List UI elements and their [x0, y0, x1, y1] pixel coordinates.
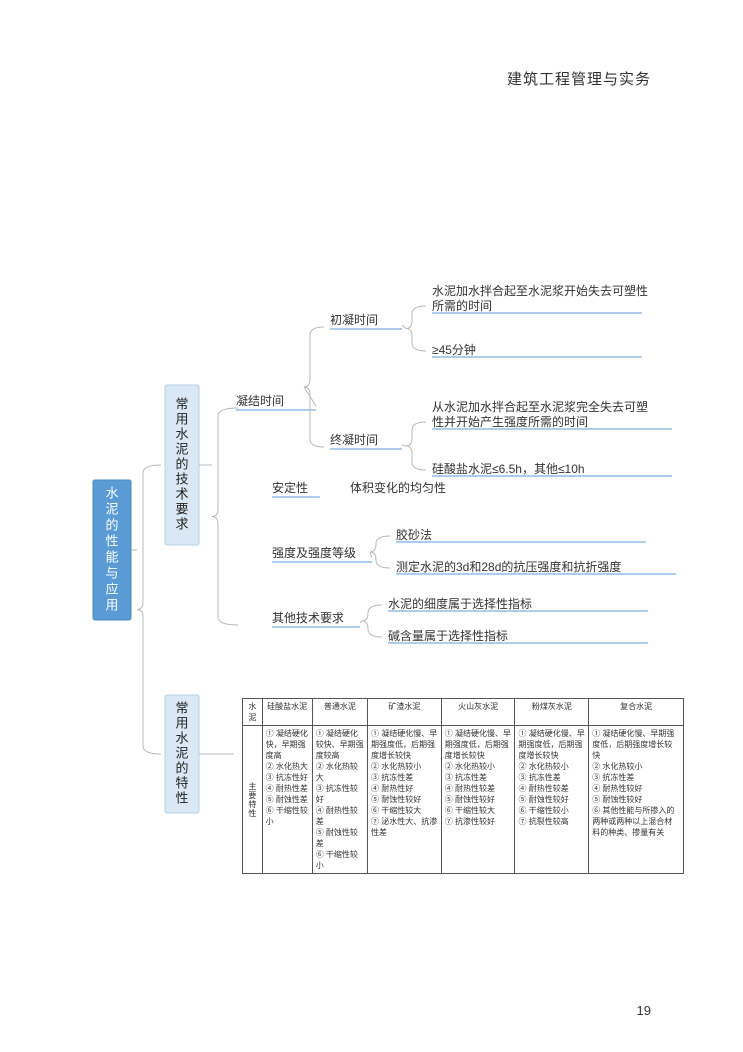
- table-header: 复合水泥: [589, 699, 684, 726]
- table-header: 矿渣水泥: [368, 699, 442, 726]
- svg-text:用: 用: [175, 715, 188, 730]
- svg-text:特: 特: [175, 775, 188, 790]
- svg-text:体积变化的均匀性: 体积变化的均匀性: [350, 480, 446, 495]
- svg-text:水: 水: [105, 485, 118, 500]
- svg-text:性: 性: [175, 790, 188, 805]
- table-cell: ① 凝结硬化慢、早期强度低，后期强度增长较快② 水化热较小③ 抗冻性差④ 耐热性…: [589, 726, 684, 874]
- svg-text:强度及强度等级: 强度及强度等级: [272, 545, 356, 560]
- svg-text:术: 术: [175, 486, 188, 501]
- svg-text:终凝时间: 终凝时间: [330, 432, 378, 447]
- svg-text:凝结时间: 凝结时间: [236, 393, 284, 408]
- svg-text:水: 水: [175, 426, 188, 441]
- svg-text:常: 常: [175, 700, 188, 715]
- table-cell: ① 凝结硬化慢、早期强度低，后期强度增长较快② 水化热较小③ 抗冻性差④ 耐热性…: [368, 726, 442, 874]
- svg-text:碱含量属于选择性指标: 碱含量属于选择性指标: [388, 628, 508, 643]
- table-cell: ① 凝结硬化快，早期强度高② 水化热大③ 抗冻性好④ 耐热性差⑤ 耐蚀性差⑥ 干…: [262, 726, 312, 874]
- svg-text:用: 用: [175, 411, 188, 426]
- table-cell: ① 凝结硬化较快、早期强度较高② 水化热较大③ 抗冻性较好④ 耐热性较差⑤ 耐蚀…: [312, 726, 367, 874]
- cement-characteristics-table: 水泥硅酸盐水泥普通水泥矿渣水泥火山灰水泥粉煤灰水泥复合水泥主要特性① 凝结硬化快…: [242, 698, 684, 874]
- svg-text:胶砂法: 胶砂法: [396, 527, 432, 542]
- svg-text:泥: 泥: [105, 501, 118, 516]
- svg-text:求: 求: [175, 516, 188, 531]
- svg-text:所需的时间: 所需的时间: [432, 298, 492, 313]
- table-header: 火山灰水泥: [441, 699, 515, 726]
- table-header: 普通水泥: [312, 699, 367, 726]
- svg-text:初凝时间: 初凝时间: [330, 312, 378, 327]
- mindmap-diagram: 水泥的性能与应用常用水泥的技术要求常用水泥的特性凝结时间初凝时间水泥加水拌合起至…: [0, 0, 743, 1052]
- svg-text:常: 常: [175, 396, 188, 411]
- svg-text:安定性: 安定性: [272, 480, 308, 495]
- table-header: 硅酸盐水泥: [262, 699, 312, 726]
- svg-text:技: 技: [175, 471, 188, 486]
- table-cell: ① 凝结硬化慢、早期强度低，后期强度增长较快② 水化热较小③ 抗冻性差④ 耐热性…: [441, 726, 515, 874]
- table-header: 水泥: [243, 699, 263, 726]
- svg-text:能: 能: [105, 549, 118, 564]
- svg-text:测定水泥的3d和28d的抗压强度和抗折强度: 测定水泥的3d和28d的抗压强度和抗折强度: [396, 559, 621, 574]
- svg-text:的: 的: [175, 456, 188, 471]
- svg-text:水泥的细度属于选择性指标: 水泥的细度属于选择性指标: [388, 596, 532, 611]
- table-header: 粉煤灰水泥: [515, 699, 589, 726]
- svg-text:用: 用: [105, 597, 118, 612]
- svg-text:性: 性: [105, 533, 118, 548]
- svg-text:的: 的: [105, 517, 118, 532]
- svg-text:与: 与: [105, 565, 118, 580]
- svg-text:要: 要: [175, 501, 188, 516]
- svg-text:其他技术要求: 其他技术要求: [272, 611, 344, 625]
- svg-text:水泥加水拌合起至水泥浆开始失去可塑性: 水泥加水拌合起至水泥浆开始失去可塑性: [432, 283, 648, 298]
- svg-text:水: 水: [175, 730, 188, 745]
- svg-text:泥: 泥: [175, 441, 188, 456]
- svg-text:性并开始产生强度所需的时间: 性并开始产生强度所需的时间: [432, 414, 588, 429]
- table-row-header: 主要特性: [243, 726, 263, 874]
- svg-text:泥: 泥: [175, 745, 188, 760]
- svg-text:从水泥加水拌合起至水泥浆完全失去可塑: 从水泥加水拌合起至水泥浆完全失去可塑: [432, 399, 648, 414]
- svg-text:应: 应: [105, 581, 118, 596]
- table-cell: ① 凝结硬化慢、早期强度低，后期强度增长较快② 水化热较小③ 抗冻性差④ 耐热性…: [515, 726, 589, 874]
- svg-text:硅酸盐水泥≤6.5h，其他≤10h: 硅酸盐水泥≤6.5h，其他≤10h: [432, 461, 585, 476]
- svg-text:的: 的: [175, 760, 188, 775]
- svg-text:≥45分钟: ≥45分钟: [432, 342, 476, 357]
